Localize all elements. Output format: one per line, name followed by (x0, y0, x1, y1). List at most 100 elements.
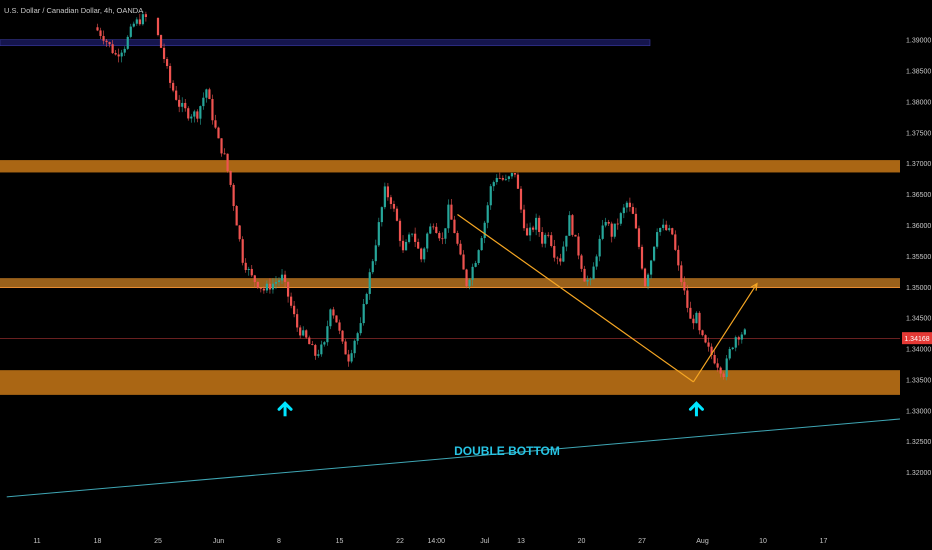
candle-body (640, 246, 644, 269)
candle-body (132, 23, 135, 27)
candle-body (532, 227, 535, 230)
candle-body (492, 182, 495, 187)
candle-body (656, 232, 659, 247)
candle-body (429, 226, 432, 234)
candle-body (580, 255, 583, 269)
candle-body (226, 153, 229, 171)
candle-body (317, 354, 320, 356)
candle-body (311, 344, 314, 346)
price-axis[interactable]: 1.39000 1.38500 1.38000 1.37500 1.37000 1.365… (900, 0, 932, 550)
candle-body (162, 47, 166, 60)
price-tick-label: 1.33000 (906, 408, 931, 415)
candle-body (504, 178, 507, 180)
candle-body (592, 266, 595, 280)
candle-body (577, 236, 580, 256)
annotations (277, 213, 758, 417)
candle-body (435, 226, 438, 233)
candle-body (138, 19, 141, 25)
candle-body (477, 250, 480, 264)
candle-body (553, 246, 556, 258)
candle-body (719, 367, 722, 374)
time-tick-label: 10 (759, 538, 767, 545)
candle-body (256, 281, 259, 288)
candle-body (589, 279, 592, 281)
candle-body (707, 342, 710, 347)
candle-body (335, 315, 338, 323)
candle-body (483, 222, 486, 239)
candle-body (144, 14, 147, 17)
candle-body (211, 99, 214, 121)
up-arrow-head (277, 401, 293, 411)
time-axis[interactable]: 11 18 25 Jun 8 15 22 14:00 Jul 13 20 27 Aug 10 17 (0, 530, 932, 550)
candle-body (371, 261, 374, 273)
candle-body (244, 262, 247, 270)
candle-body (471, 266, 474, 280)
candle-body (184, 102, 187, 109)
time-tick-label: 22 (396, 538, 404, 545)
candle-body (165, 59, 169, 67)
price-tick-label: 1.32500 (906, 439, 931, 446)
candle-body (631, 207, 635, 214)
candle-body (495, 177, 498, 183)
candle-body (326, 326, 329, 343)
support-resistance-zones (0, 160, 900, 395)
candle-body (613, 223, 616, 237)
candle-body (625, 202, 628, 208)
candle-body (692, 318, 695, 324)
candle-body (450, 204, 453, 220)
candle-body (181, 102, 184, 107)
candle-body (299, 327, 302, 336)
candle-body (380, 207, 383, 223)
candle-body (565, 235, 568, 247)
current-price-bg (902, 332, 932, 345)
candle-body (616, 223, 619, 225)
candle-body (501, 177, 504, 180)
candle-body (368, 272, 371, 294)
candle-body (637, 228, 641, 247)
candle-body (308, 337, 311, 345)
horizontal-lines (0, 286, 900, 340)
candle-body (444, 228, 447, 239)
candle-body (474, 263, 477, 267)
candle-body (353, 340, 356, 354)
current-price-tag: 1.34168 (902, 332, 932, 345)
candle-body (265, 283, 268, 291)
candle-body (622, 207, 625, 214)
candle-body (314, 345, 317, 356)
candle-body (525, 228, 529, 236)
time-tick-label: 14:00 (428, 538, 446, 545)
candle-body (411, 233, 414, 235)
candle-body (571, 215, 574, 235)
candle-body (232, 184, 235, 207)
candle-body (223, 153, 226, 155)
candle-body (628, 202, 631, 208)
candle-body (556, 257, 559, 259)
candle-body (404, 241, 408, 251)
time-tick-label: Jun (213, 538, 224, 545)
candle-body (271, 283, 275, 290)
time-tick-label: 17 (820, 538, 828, 545)
current-price-label: 1.34168 (904, 336, 929, 343)
candle-body (541, 232, 544, 244)
price-tick-label: 1.39000 (906, 38, 931, 45)
candle-body (710, 346, 713, 356)
top-band-rect (0, 39, 651, 47)
projection-arrowhead (750, 282, 758, 291)
time-tick-label: 20 (578, 538, 586, 545)
candle-body (129, 26, 132, 37)
candle-body (172, 82, 175, 91)
candle-body (559, 258, 562, 262)
candle-body (374, 245, 377, 262)
price-zone (0, 278, 900, 288)
candle-body (350, 353, 353, 362)
candle-body (665, 224, 668, 231)
candle-body (108, 42, 111, 45)
candle-body (544, 234, 547, 244)
candle-body (305, 330, 308, 338)
candle-body (123, 48, 126, 53)
candle-body (175, 90, 178, 100)
candle-body (459, 243, 462, 255)
up-arrow-icon (688, 401, 704, 417)
candle-body (262, 288, 265, 291)
